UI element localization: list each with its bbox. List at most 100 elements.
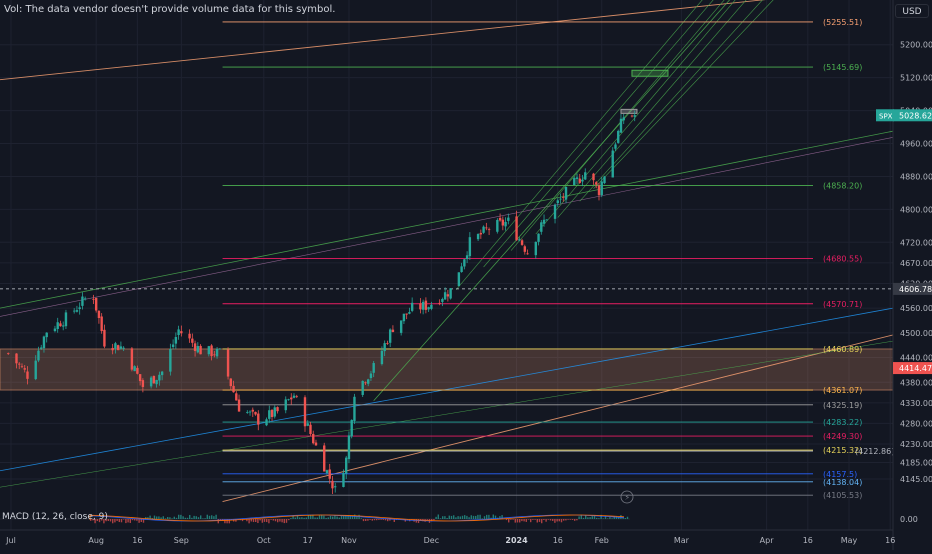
- candle-body: [26, 371, 29, 379]
- candle-body: [276, 407, 279, 412]
- candle-body: [507, 217, 510, 221]
- macd-histogram-bar: [184, 517, 186, 519]
- macd-histogram-bar: [197, 517, 200, 519]
- candle-body: [476, 234, 480, 240]
- candle-body: [78, 307, 81, 310]
- macd-histogram-bar: [574, 519, 576, 521]
- macd-histogram-bar: [156, 516, 158, 519]
- candle-body: [633, 115, 636, 117]
- macd-value-label: 0.00: [900, 515, 918, 524]
- macd-histogram-bar: [208, 515, 211, 519]
- macd-histogram-bar: [162, 516, 164, 519]
- candle-body: [479, 232, 483, 235]
- macd-histogram-bar: [541, 519, 543, 524]
- macd-histogram-bar: [96, 519, 98, 522]
- candle-body: [312, 433, 315, 444]
- lightning-icon: [620, 490, 634, 504]
- candle-body: [34, 360, 37, 380]
- candle-body: [518, 239, 521, 241]
- macd-histogram-bar: [492, 514, 494, 519]
- macd-histogram-bar: [167, 516, 169, 519]
- candle-body: [64, 312, 68, 327]
- macd-histogram-bar: [131, 519, 134, 521]
- y-tick-label: 4330.00: [900, 399, 932, 408]
- candle-body: [537, 233, 540, 242]
- candle-body: [171, 344, 175, 348]
- macd-indicator-label[interactable]: MACD (12, 26, close, 9): [2, 512, 108, 522]
- x-tick-label: Nov: [341, 536, 357, 545]
- trend-line: [0, 137, 894, 317]
- candle-body: [419, 303, 422, 310]
- macd-histogram-bar: [587, 517, 589, 519]
- macd-histogram-bar: [543, 519, 545, 521]
- candle-body: [141, 380, 145, 387]
- currency-button[interactable]: USD: [895, 4, 929, 18]
- candle-body: [592, 173, 595, 181]
- level-label: (4138.04): [823, 478, 862, 487]
- volume-note: Vol: The data vendor doesn't provide vol…: [4, 4, 336, 15]
- x-tick-label: Oct: [257, 536, 271, 545]
- candle-body: [42, 336, 46, 349]
- macd-histogram-bar: [433, 519, 435, 521]
- candle-body: [158, 374, 161, 381]
- macd-histogram-bar: [481, 518, 483, 519]
- y-tick-label: 4380.00: [900, 378, 932, 387]
- grid: [0, 0, 893, 530]
- macd-histogram-bar: [598, 518, 600, 519]
- candle-body: [268, 410, 271, 419]
- macd-histogram-bar: [277, 519, 279, 523]
- macd-histogram-bar: [153, 515, 156, 519]
- candle-body: [248, 411, 252, 413]
- projection-box: [620, 108, 638, 114]
- macd-histogram-bar: [499, 516, 501, 519]
- candle-body: [45, 332, 48, 338]
- candle-body: [207, 346, 211, 355]
- macd-histogram-bar: [228, 519, 230, 524]
- macd-histogram-bar: [527, 519, 530, 520]
- macd-histogram-bar: [336, 516, 338, 519]
- level-label: (4283.22): [823, 418, 862, 427]
- macd-histogram-bar: [338, 517, 340, 519]
- level-label: (4460.89): [823, 345, 862, 354]
- macd-histogram-bar: [193, 515, 195, 519]
- candle-body: [81, 296, 84, 306]
- macd-histogram-bar: [345, 515, 347, 519]
- y-tick-label: 4800.00: [900, 205, 932, 214]
- macd-histogram-bar: [175, 517, 178, 519]
- candle-body: [542, 219, 546, 224]
- candle-body: [309, 424, 312, 435]
- macd-histogram-bar: [585, 514, 587, 519]
- candle-body: [133, 366, 136, 372]
- macd-histogram-bar: [250, 519, 252, 522]
- candle-body: [210, 345, 213, 357]
- price-label-bg: [893, 362, 932, 375]
- macd-histogram-bar: [120, 519, 123, 523]
- macd-histogram-bar: [525, 519, 527, 522]
- macd-histogram-bar: [123, 519, 125, 520]
- y-tick-label: 4500.00: [900, 329, 932, 338]
- macd-histogram-bar: [563, 519, 565, 521]
- macd-histogram-bar: [450, 515, 453, 519]
- candle-body: [482, 226, 485, 233]
- macd-histogram-bar: [556, 519, 558, 522]
- candle-body: [130, 348, 134, 370]
- trend-line: [510, 0, 725, 251]
- macd-histogram-bar: [569, 519, 571, 520]
- trend-line: [535, 0, 736, 235]
- macd-histogram-bar: [459, 516, 461, 519]
- candle-body: [94, 297, 98, 311]
- macd-histogram-bar: [134, 519, 136, 521]
- candle-body: [430, 304, 433, 309]
- candle-body: [545, 219, 548, 221]
- candle-body: [350, 419, 353, 437]
- candle-body: [111, 347, 114, 351]
- trend-line: [455, 0, 703, 290]
- macd-histogram-bar: [472, 515, 475, 519]
- candle-body: [237, 399, 241, 412]
- candle-body: [270, 409, 274, 418]
- macd-histogram-bar: [417, 519, 420, 524]
- trend-line: [373, 0, 731, 402]
- macd-histogram-bar: [613, 516, 615, 519]
